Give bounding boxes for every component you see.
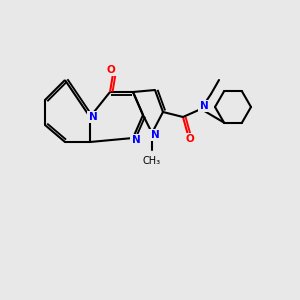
Text: N: N (200, 101, 208, 111)
Text: O: O (106, 65, 116, 75)
Text: CH₃: CH₃ (143, 156, 161, 166)
Text: N: N (88, 112, 98, 122)
Text: N: N (132, 135, 140, 145)
Text: O: O (186, 134, 194, 144)
Text: N: N (151, 130, 159, 140)
